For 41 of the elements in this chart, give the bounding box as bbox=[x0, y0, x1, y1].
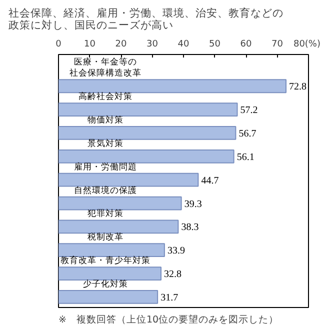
y-tick-label: 税制改革 bbox=[87, 232, 124, 243]
bar bbox=[58, 149, 234, 164]
x-tick-label: 0 bbox=[56, 40, 62, 50]
data-label: 72.8 bbox=[289, 82, 306, 93]
y-tick-label: 犯罪対策 bbox=[87, 208, 124, 220]
chart-title: 社会保障、経済、雇用・労働、環境、治安、教育などの政策に対し、国民のニーズが高い bbox=[8, 6, 284, 32]
y-tick-label: 高齢社会対策 bbox=[78, 91, 132, 102]
x-tick-label: 20 bbox=[115, 40, 127, 50]
bar bbox=[58, 102, 238, 116]
y-tick-label: 物価対策 bbox=[87, 114, 124, 126]
x-tick-label: 60 bbox=[240, 40, 252, 50]
bar bbox=[58, 79, 286, 94]
y-tick-label: 少子化対策 bbox=[82, 278, 128, 290]
y-tick-label: 景気対策 bbox=[87, 138, 124, 149]
y-tick-label: 自然環境の保護 bbox=[74, 184, 137, 196]
bar bbox=[58, 290, 158, 304]
bar bbox=[58, 172, 199, 187]
bar bbox=[58, 126, 236, 140]
bar bbox=[58, 266, 162, 280]
x-tick-label: 40 bbox=[178, 40, 190, 50]
data-label: 32.8 bbox=[164, 269, 182, 280]
text: ※ 複数回答（上位10位の要望のみを図示した） bbox=[58, 314, 279, 326]
x-tick-label: 80(%) bbox=[293, 40, 321, 50]
bar bbox=[58, 196, 182, 210]
bar bbox=[58, 220, 179, 234]
bar bbox=[58, 243, 165, 258]
x-tick-label: 10 bbox=[84, 40, 96, 50]
data-label: 56.1 bbox=[236, 152, 254, 163]
y-tick-label: 教育改革・青少年対策 bbox=[60, 255, 150, 266]
y-tick-label: 雇用・労働問題 bbox=[74, 161, 137, 172]
x-tick-label: 30 bbox=[146, 40, 158, 50]
x-tick-label: 70 bbox=[272, 40, 284, 50]
data-label: 33.9 bbox=[167, 246, 185, 257]
data-label: 44.7 bbox=[201, 175, 219, 186]
data-label: 56.7 bbox=[238, 128, 256, 140]
data-label: 57.2 bbox=[240, 105, 258, 116]
y-tick-label: 医療・年金等の社会保障構造改革 bbox=[69, 56, 142, 79]
data-label: 38.3 bbox=[181, 222, 199, 234]
x-tick-label: 50 bbox=[209, 40, 221, 50]
data-label: 31.7 bbox=[160, 292, 178, 304]
data-label: 39.3 bbox=[184, 198, 202, 210]
